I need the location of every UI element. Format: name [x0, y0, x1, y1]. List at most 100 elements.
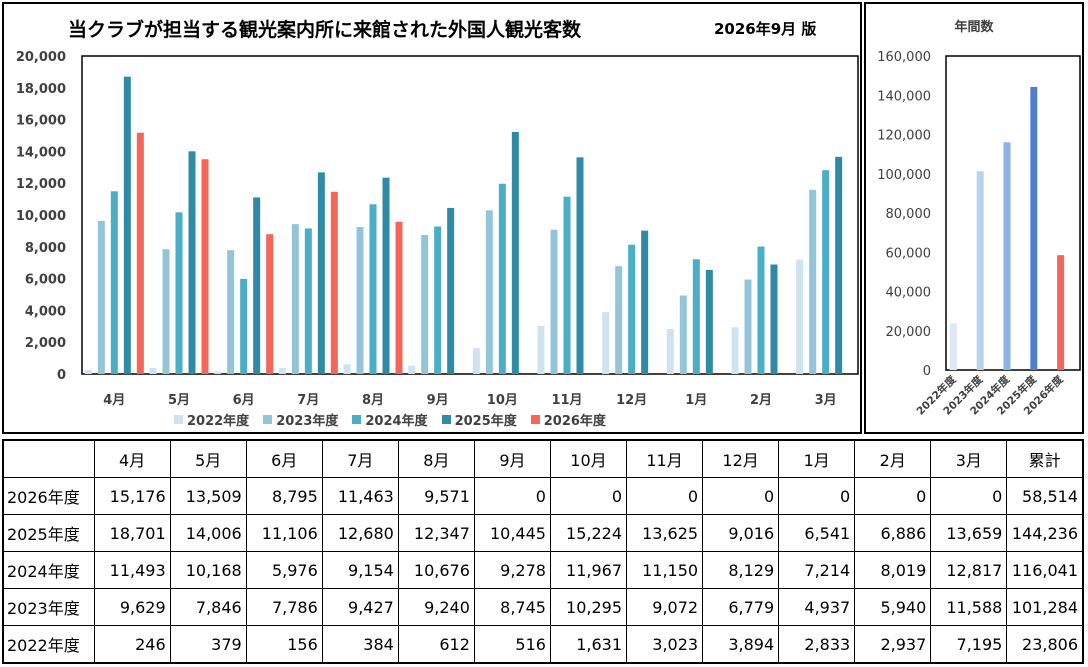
- table-cell: 7,195: [930, 625, 1008, 664]
- bar-2022年度-12月: [602, 312, 610, 374]
- y-tick-label: 8,000: [25, 241, 66, 256]
- chart-legend: 2022年度 2023年度 2024年度 2025年度 2026年度: [174, 410, 606, 429]
- bar-2024年度-12月: [628, 244, 636, 374]
- bar-2026年度-4月: [136, 132, 144, 374]
- table-cell: 23,806: [1006, 625, 1084, 664]
- bar-2022年度-8月: [343, 364, 351, 374]
- bar-2022年度-3月: [796, 259, 804, 374]
- annual-bar-2023年度: [976, 171, 984, 370]
- table-cell: 1,631: [549, 625, 628, 664]
- table-header-cell: 9月: [473, 439, 551, 478]
- y-tick-label: 16,000: [16, 114, 66, 129]
- table-row-label: 2025年度: [2, 514, 95, 552]
- annual-y-tick-label: 0: [923, 364, 931, 379]
- table-cell: 3,894: [702, 625, 780, 664]
- chart-title: 当クラブが担当する観光案内所に来館された外国人観光客数: [68, 19, 582, 41]
- bar-2026年度-5月: [201, 159, 209, 374]
- bar-2024年度-9月: [434, 226, 442, 374]
- table-cell: 15,176: [93, 477, 171, 515]
- annual-y-tick-label: 80,000: [886, 207, 932, 222]
- table-cell: 9,016: [702, 514, 780, 552]
- table-row-label: 2026年度: [2, 477, 95, 515]
- y-tick-label: 4,000: [25, 304, 66, 319]
- annual-y-tick-label: 40,000: [886, 286, 932, 301]
- table-cell: 101,284: [1006, 588, 1084, 626]
- table-header-cell: 8月: [397, 439, 475, 478]
- x-tick-label: 4月: [103, 393, 125, 408]
- bar-2025年度-3月: [835, 156, 843, 374]
- annual-bar-2025年度: [1030, 86, 1038, 370]
- bar-2025年度-12月: [641, 230, 649, 374]
- table-cell: 156: [245, 625, 323, 664]
- table-header-cell: 5月: [169, 439, 247, 478]
- table-cell: 8,019: [854, 551, 932, 589]
- bar-2024年度-2月: [757, 246, 765, 374]
- table-row: 2024年度 11,493 10,168 5,976 9,154 10,676 9,278 1…: [2, 551, 1084, 589]
- legend-label: 2025年度: [454, 414, 517, 429]
- x-tick-label: 8月: [362, 393, 384, 408]
- bar-2025年度-9月: [447, 207, 455, 374]
- bar-2024年度-5月: [175, 212, 183, 374]
- y-tick-label: 12,000: [16, 177, 66, 192]
- data-table: 4月 5月 6月 7月 8月 9月 10月 11月 12月 1月 2月 3月 累計 2026年度 15,1…: [2, 439, 1084, 664]
- x-tick-label: 11月: [551, 393, 582, 408]
- table-cell: 7,214: [778, 551, 856, 589]
- table-cell: 2,833: [778, 625, 856, 664]
- table-cell: 8,745: [473, 588, 551, 626]
- bar-2025年度-6月: [253, 197, 261, 374]
- annual-y-tick-label: 60,000: [886, 246, 932, 261]
- legend-item: 2025年度: [441, 410, 517, 429]
- table-cell: 7,846: [169, 588, 247, 626]
- table-cell: 10,295: [549, 588, 628, 626]
- table-cell: 0: [930, 477, 1008, 515]
- table-cell: 246: [93, 625, 171, 664]
- table-cell: 0: [854, 477, 932, 515]
- x-tick-label: 10月: [487, 393, 518, 408]
- annual-bar-2026年度: [1057, 255, 1065, 370]
- table-cell: 0: [549, 477, 628, 515]
- table-cell: 11,463: [321, 477, 399, 515]
- table-cell: 6,779: [702, 588, 780, 626]
- bar-2024年度-7月: [304, 228, 312, 374]
- table-cell: 516: [473, 625, 551, 664]
- table-row-label: 2024年度: [2, 551, 95, 589]
- bar-2022年度-2月: [731, 327, 739, 374]
- table-cell: 12,680: [321, 514, 399, 552]
- annual-y-tick-label: 160,000: [877, 50, 931, 65]
- table-cell: 11,588: [930, 588, 1008, 626]
- annual-y-tick-label: 140,000: [877, 89, 931, 104]
- bar-2023年度-2月: [744, 279, 752, 374]
- y-tick-label: 6,000: [25, 273, 66, 288]
- bar-2025年度-7月: [317, 172, 325, 374]
- annual-chart-title: 年間数: [954, 20, 994, 35]
- table-cell: 116,041: [1006, 551, 1084, 589]
- legend-label: 2024年度: [365, 414, 428, 429]
- bar-2022年度-6月: [214, 371, 222, 374]
- table-cell: 9,154: [321, 551, 399, 589]
- x-tick-label: 1月: [685, 393, 707, 408]
- table-cell: 4,937: [778, 588, 856, 626]
- monthly-bar-chart: 0 2,000 4,000 6,000 8,000 10,000 12,000 14,000 1…: [16, 50, 859, 408]
- legend-swatch: [441, 415, 451, 424]
- x-tick-label: 7月: [297, 393, 319, 408]
- table-header-cell: 12月: [702, 439, 780, 478]
- table-header-cell: 7月: [321, 439, 399, 478]
- table-cell: 18,701: [93, 514, 171, 552]
- table-cell: 9,629: [93, 588, 171, 626]
- bar-2023年度-9月: [421, 234, 429, 374]
- annual-bar-chart: 0 20,000 40,000 60,000 80,000 100,000 120,000 1…: [877, 50, 1081, 418]
- y-tick-label: 2,000: [25, 336, 66, 351]
- table-cell: 14,006: [169, 514, 247, 552]
- table-header-cell: 累計: [1006, 439, 1084, 478]
- bar-2023年度-5月: [162, 249, 170, 374]
- table-cell: 7,786: [245, 588, 323, 626]
- bar-2024年度-3月: [822, 170, 830, 374]
- table-cell: 9,571: [397, 477, 475, 515]
- table-row: 2023年度 9,629 7,846 7,786 9,427 9,240 8,745 10,2…: [2, 588, 1084, 626]
- table-cell: 10,676: [397, 551, 475, 589]
- bar-2022年度-7月: [278, 367, 286, 374]
- bar-2025年度-8月: [382, 177, 390, 374]
- y-tick-label: 18,000: [16, 82, 66, 97]
- table-row: 2022年度 246 379 156 384 612 516 1,631 3,023 3,894 2…: [2, 625, 1084, 664]
- table-row-label: 2022年度: [2, 625, 95, 664]
